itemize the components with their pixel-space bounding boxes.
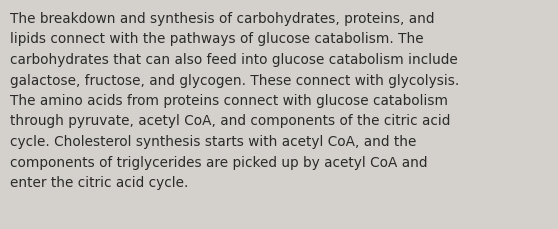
Text: components of triglycerides are picked up by acetyl CoA and: components of triglycerides are picked u…	[10, 155, 427, 169]
Text: carbohydrates that can also feed into glucose catabolism include: carbohydrates that can also feed into gl…	[10, 53, 458, 67]
Text: lipids connect with the pathways of glucose catabolism. The: lipids connect with the pathways of gluc…	[10, 32, 424, 46]
Text: galactose, fructose, and glycogen. These connect with glycolysis.: galactose, fructose, and glycogen. These…	[10, 73, 459, 87]
Text: The breakdown and synthesis of carbohydrates, proteins, and: The breakdown and synthesis of carbohydr…	[10, 12, 435, 26]
Text: through pyruvate, acetyl CoA, and components of the citric acid: through pyruvate, acetyl CoA, and compon…	[10, 114, 450, 128]
Text: enter the citric acid cycle.: enter the citric acid cycle.	[10, 175, 189, 189]
Text: cycle. Cholesterol synthesis starts with acetyl CoA, and the: cycle. Cholesterol synthesis starts with…	[10, 134, 416, 148]
Text: The amino acids from proteins connect with glucose catabolism: The amino acids from proteins connect wi…	[10, 94, 448, 108]
